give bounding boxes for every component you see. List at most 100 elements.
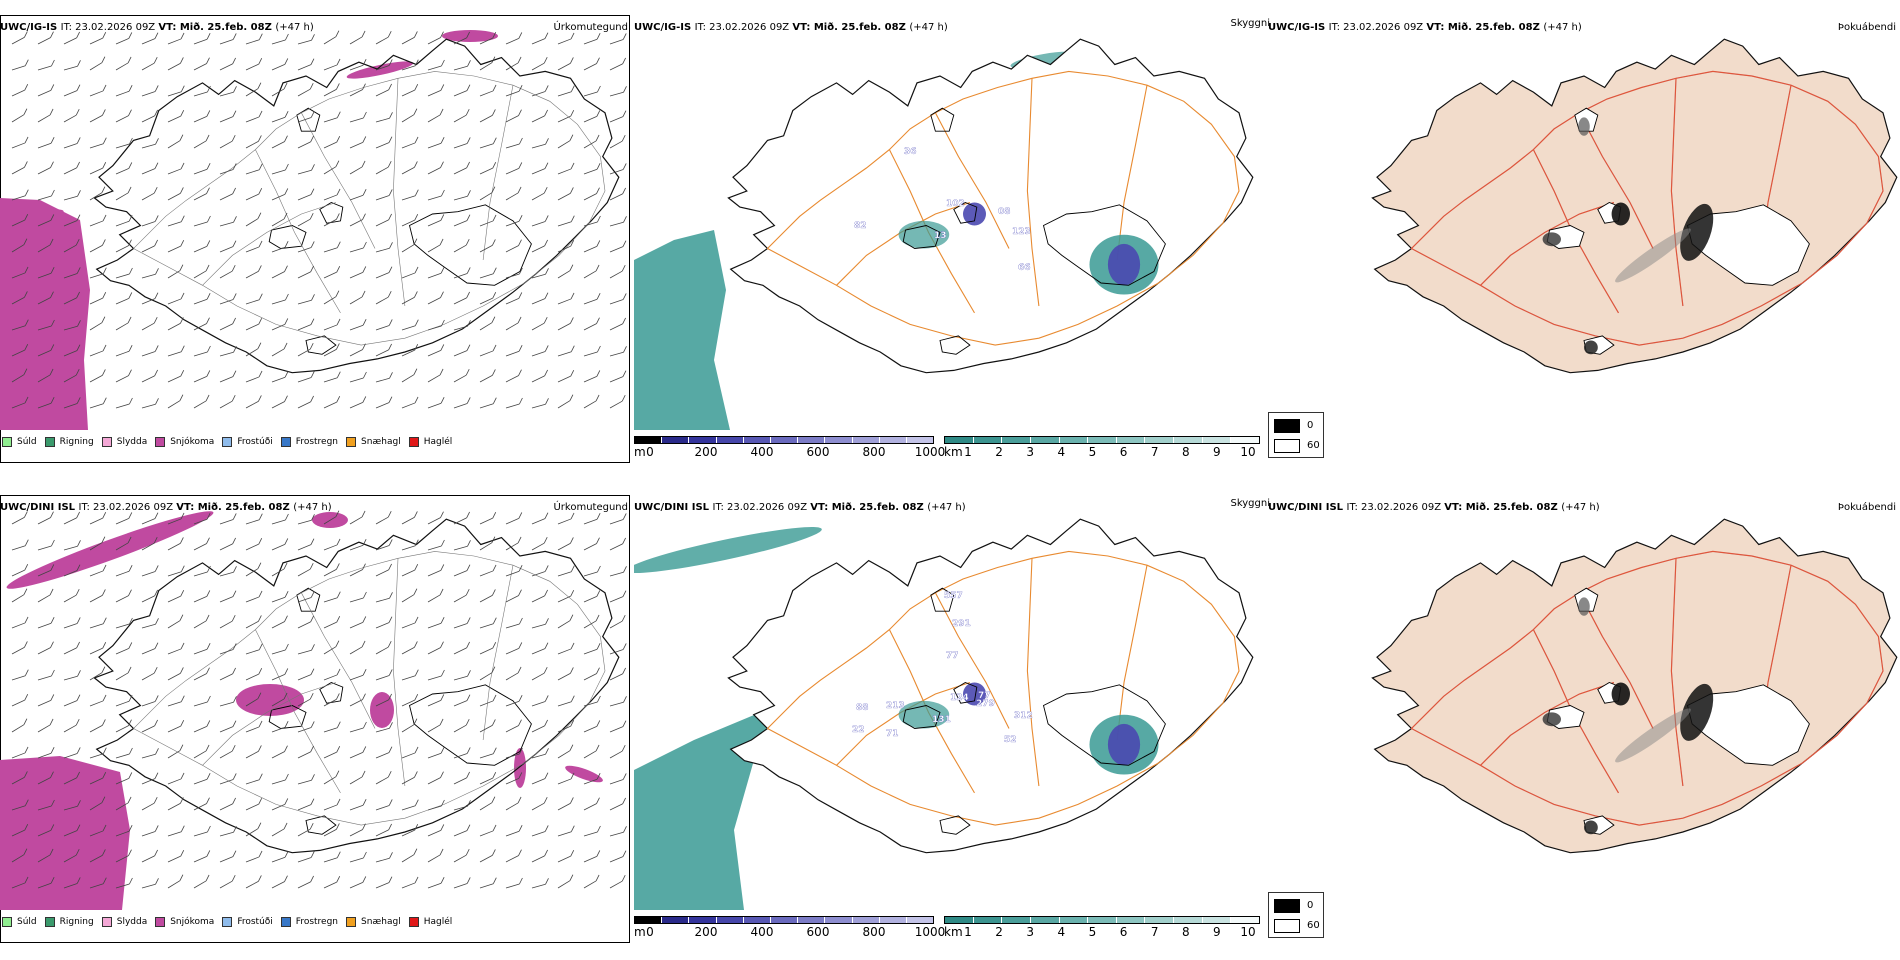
wind-barb bbox=[245, 828, 259, 837]
wind-barb bbox=[115, 700, 130, 707]
wind-barb-feather bbox=[76, 137, 81, 144]
it-value: 23.02.2026 09Z bbox=[1361, 502, 1445, 513]
it-value: 23.02.2026 09Z bbox=[709, 22, 793, 33]
wind-barb bbox=[453, 517, 467, 525]
wind-barb bbox=[219, 323, 233, 331]
wind-barb-feather bbox=[570, 369, 575, 377]
colorbar-segment bbox=[852, 437, 880, 443]
wind-barb-feather bbox=[180, 772, 185, 780]
fog-index-low bbox=[1584, 820, 1598, 835]
wind-barb-feather bbox=[284, 538, 289, 545]
wind-barb bbox=[609, 519, 624, 525]
lead-time: (+47 h) bbox=[1543, 22, 1582, 33]
wind-barb bbox=[609, 831, 624, 837]
wind-barb-feather bbox=[336, 798, 341, 806]
wind-barb-feather bbox=[363, 721, 367, 729]
map-layer bbox=[1371, 518, 1898, 854]
colorbar-segment bbox=[1002, 437, 1031, 443]
wind-barb-feather bbox=[388, 136, 393, 143]
wind-barb bbox=[141, 623, 156, 629]
wind-barb-feather bbox=[621, 874, 626, 882]
wind-barb bbox=[193, 376, 207, 383]
wind-barb bbox=[349, 857, 364, 863]
wind-barb bbox=[89, 883, 104, 889]
colorbar-segment bbox=[1145, 917, 1175, 923]
fog-map bbox=[1371, 38, 1898, 374]
wind-barb bbox=[479, 595, 493, 603]
wind-barb bbox=[245, 856, 260, 863]
wind-barb-feather bbox=[205, 134, 210, 142]
fog-label-60: 60 bbox=[1307, 920, 1320, 931]
wind-barb-feather bbox=[595, 394, 600, 402]
wind-barb bbox=[323, 597, 338, 603]
wind-barb bbox=[531, 672, 545, 681]
wind-barb-feather bbox=[440, 344, 445, 351]
wind-barb bbox=[505, 830, 520, 837]
wind-barb-feather bbox=[336, 875, 341, 883]
wind-barb-feather bbox=[596, 163, 601, 170]
wind-barb bbox=[557, 168, 572, 175]
wind-barb bbox=[245, 401, 259, 409]
wind-barb-feather bbox=[24, 616, 29, 624]
wind-barb-feather bbox=[180, 369, 185, 377]
wind-barb-feather bbox=[336, 851, 341, 858]
wind-barb bbox=[297, 348, 311, 357]
wind-barb bbox=[37, 297, 51, 305]
wind-barb bbox=[219, 376, 234, 383]
wind-barb-feather bbox=[440, 564, 445, 571]
fog-index-low bbox=[1680, 683, 1714, 741]
colorbar-segment bbox=[770, 917, 799, 923]
wind-barb-feather bbox=[205, 264, 210, 272]
wind-barb-feather bbox=[310, 875, 314, 883]
wind-barb bbox=[479, 297, 493, 305]
wind-barb bbox=[193, 726, 207, 733]
wind-barb-feather bbox=[518, 215, 523, 222]
colorbar-segment bbox=[1059, 437, 1089, 443]
wind-barb-feather bbox=[50, 694, 55, 701]
wind-barb bbox=[583, 400, 597, 409]
wind-barb-feather bbox=[569, 134, 574, 141]
wind-barb bbox=[505, 403, 520, 409]
wind-barb bbox=[505, 350, 520, 357]
wind-barb-feather bbox=[258, 33, 263, 40]
wind-barb-feather bbox=[389, 112, 393, 119]
wind-barb-feather bbox=[466, 617, 471, 624]
wind-barb-feather bbox=[414, 189, 419, 196]
legend-swatch bbox=[2, 437, 12, 447]
wind-barb bbox=[505, 623, 520, 629]
wind-barb-feather bbox=[24, 563, 29, 571]
legend-label: Slydda bbox=[116, 437, 148, 447]
wind-barb bbox=[167, 855, 181, 863]
wind-barb bbox=[193, 116, 207, 123]
wind-barb bbox=[63, 854, 77, 863]
wind-barb bbox=[427, 805, 442, 811]
wind-barb bbox=[115, 542, 129, 551]
wind-barb-feather bbox=[492, 397, 497, 404]
wind-barb bbox=[89, 855, 103, 863]
wind-barb bbox=[375, 646, 389, 655]
wind-barb-feather bbox=[309, 822, 314, 830]
wind-barb bbox=[401, 89, 415, 97]
wind-barb-feather bbox=[336, 615, 341, 623]
wind-barb-feather bbox=[440, 214, 445, 221]
wind-barb bbox=[427, 752, 442, 759]
wind-barb bbox=[141, 802, 155, 811]
wind-barb-feather bbox=[414, 563, 419, 571]
wind-barb bbox=[89, 322, 103, 331]
wind-barb bbox=[11, 699, 25, 707]
wind-barb-feather bbox=[363, 591, 367, 599]
wind-barb-feather bbox=[389, 722, 393, 729]
wind-barb bbox=[375, 296, 389, 305]
wind-barb bbox=[245, 376, 260, 383]
wind-barb-feather bbox=[154, 109, 158, 117]
legend-item: Haglél bbox=[408, 437, 452, 447]
wind-barb bbox=[115, 220, 130, 227]
wind-barb bbox=[193, 648, 208, 655]
wind-barb-feather bbox=[180, 642, 185, 650]
wind-barb-feather bbox=[76, 267, 81, 274]
wind-barb bbox=[115, 375, 129, 383]
legend-label: Rigning bbox=[59, 917, 94, 927]
wind-barb-feather bbox=[155, 878, 159, 885]
legend-label: Súld bbox=[17, 917, 37, 927]
